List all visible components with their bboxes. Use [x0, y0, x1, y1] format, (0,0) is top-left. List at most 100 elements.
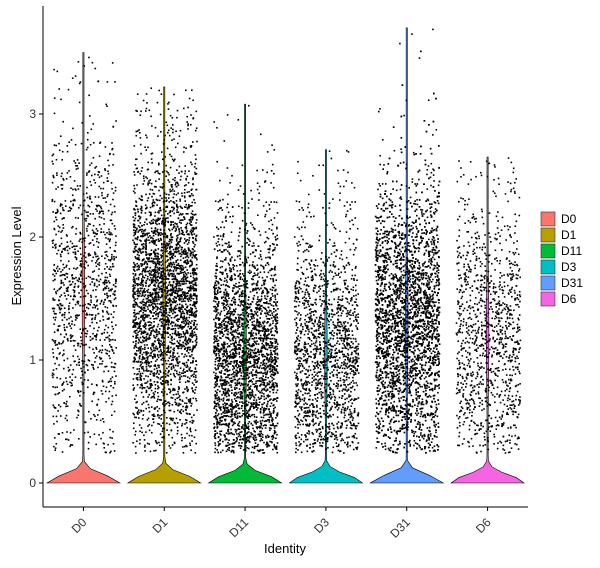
point	[110, 219, 113, 222]
point	[100, 206, 102, 208]
point	[178, 229, 180, 231]
point	[146, 314, 149, 316]
point	[174, 323, 177, 326]
point	[99, 363, 101, 365]
point	[68, 308, 70, 311]
point	[181, 316, 183, 319]
point	[66, 249, 69, 252]
point	[97, 246, 99, 248]
point	[101, 345, 104, 347]
point	[274, 340, 276, 343]
point	[240, 375, 242, 377]
point	[167, 217, 169, 219]
point	[218, 360, 221, 363]
point	[184, 423, 186, 425]
point	[179, 303, 181, 306]
point	[157, 199, 159, 201]
point	[195, 127, 198, 129]
point	[166, 247, 169, 249]
point	[154, 252, 157, 255]
point	[163, 311, 166, 314]
point	[115, 324, 117, 326]
point	[192, 390, 194, 393]
point	[161, 351, 163, 354]
point	[136, 329, 138, 332]
point	[238, 434, 241, 436]
point	[188, 205, 190, 208]
point	[142, 279, 145, 282]
point	[152, 199, 155, 201]
point	[136, 243, 138, 246]
point	[101, 380, 104, 383]
point	[191, 227, 194, 229]
point	[185, 147, 187, 149]
point	[156, 223, 158, 226]
point	[172, 206, 174, 209]
point	[141, 280, 144, 282]
point	[161, 289, 163, 291]
point	[102, 212, 105, 215]
point	[172, 354, 174, 357]
point	[150, 383, 153, 385]
point	[167, 381, 169, 384]
point	[142, 325, 145, 327]
point	[92, 213, 94, 215]
point	[153, 242, 155, 245]
point	[172, 309, 175, 312]
point	[110, 339, 112, 341]
point	[183, 184, 186, 187]
point	[94, 305, 97, 307]
point	[248, 431, 250, 433]
point	[60, 274, 63, 277]
point	[162, 301, 165, 304]
point	[188, 282, 191, 285]
point	[168, 307, 171, 310]
point	[182, 318, 185, 321]
point	[153, 343, 155, 346]
point	[193, 311, 196, 314]
point	[55, 158, 58, 161]
point	[161, 255, 164, 257]
point	[163, 138, 165, 141]
point	[160, 344, 163, 346]
point	[276, 354, 279, 356]
point	[149, 324, 152, 326]
point	[133, 219, 136, 222]
point	[184, 364, 186, 367]
point	[158, 268, 160, 270]
point	[175, 193, 178, 196]
point	[157, 268, 159, 270]
point	[89, 242, 92, 244]
point	[59, 405, 62, 408]
point	[137, 225, 140, 227]
point	[109, 288, 112, 291]
point	[93, 368, 95, 370]
point	[172, 301, 174, 304]
point	[183, 196, 186, 199]
point	[154, 228, 157, 230]
point	[103, 301, 105, 304]
point	[191, 210, 194, 212]
point	[181, 399, 184, 402]
point	[89, 283, 92, 286]
point	[157, 257, 159, 259]
jitter-points-layer	[51, 28, 522, 454]
point	[194, 173, 197, 175]
point	[148, 232, 150, 234]
point	[63, 388, 65, 391]
point	[154, 353, 156, 356]
point	[134, 212, 137, 215]
point	[195, 254, 198, 256]
point	[134, 284, 137, 287]
point	[111, 437, 113, 439]
point	[186, 292, 189, 294]
point	[152, 300, 154, 303]
point	[113, 225, 116, 227]
point	[144, 281, 147, 284]
point	[238, 285, 240, 287]
point	[135, 401, 137, 404]
point	[94, 167, 96, 169]
point	[96, 285, 98, 288]
point	[74, 283, 76, 285]
point	[169, 304, 172, 307]
